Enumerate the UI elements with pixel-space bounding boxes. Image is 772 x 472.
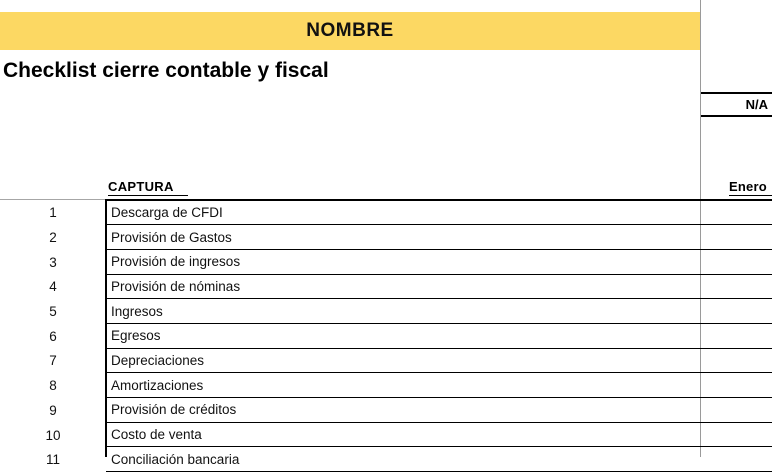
row-task-cell[interactable]: Provisión de ingresos: [106, 250, 772, 275]
row-task-cell[interactable]: Provisión de Gastos: [106, 225, 772, 250]
spreadsheet-canvas: { "header": { "name_banner": "NOMBRE", "…: [0, 0, 772, 457]
row-number-cell[interactable]: 8: [0, 373, 106, 398]
row-task-cell[interactable]: Descarga de CFDI: [106, 201, 772, 226]
table-top-border: [106, 199, 772, 201]
row-number-cell[interactable]: 11: [0, 447, 106, 472]
row-task-cell[interactable]: Amortizaciones: [106, 373, 772, 398]
row-number-cell[interactable]: 1: [0, 201, 106, 226]
row-number-cell[interactable]: 5: [0, 299, 106, 324]
row-task-cell[interactable]: Ingresos: [106, 299, 772, 324]
row-task-cell[interactable]: Provisión de créditos: [106, 398, 772, 423]
row-number-cell[interactable]: 7: [0, 349, 106, 374]
table-left-border: [105, 199, 107, 457]
row-number-cell[interactable]: 4: [0, 275, 106, 300]
row-number-cell[interactable]: 9: [0, 398, 106, 423]
month-column-header: Enero: [729, 179, 772, 196]
row-task-cell[interactable]: Costo de venta: [106, 423, 772, 448]
row-task-cell[interactable]: Depreciaciones: [106, 349, 772, 374]
row-task-cell[interactable]: Provisión de nóminas: [106, 275, 772, 300]
row-number-cell[interactable]: 2: [0, 225, 106, 250]
row-task-cell[interactable]: Egresos: [106, 324, 772, 349]
row-number-cell[interactable]: 10: [0, 423, 106, 448]
name-banner-cell[interactable]: NOMBRE: [0, 12, 700, 50]
page-title: Checklist cierre contable y fiscal: [3, 56, 329, 86]
row-task-cell[interactable]: Conciliación bancaria: [106, 447, 772, 472]
captura-column-header: CAPTURA: [108, 179, 188, 196]
row-number-cell[interactable]: 6: [0, 324, 106, 349]
na-status-cell[interactable]: N/A: [701, 92, 772, 117]
row-number-cell[interactable]: 3: [0, 250, 106, 275]
name-banner-label: NOMBRE: [306, 20, 393, 42]
